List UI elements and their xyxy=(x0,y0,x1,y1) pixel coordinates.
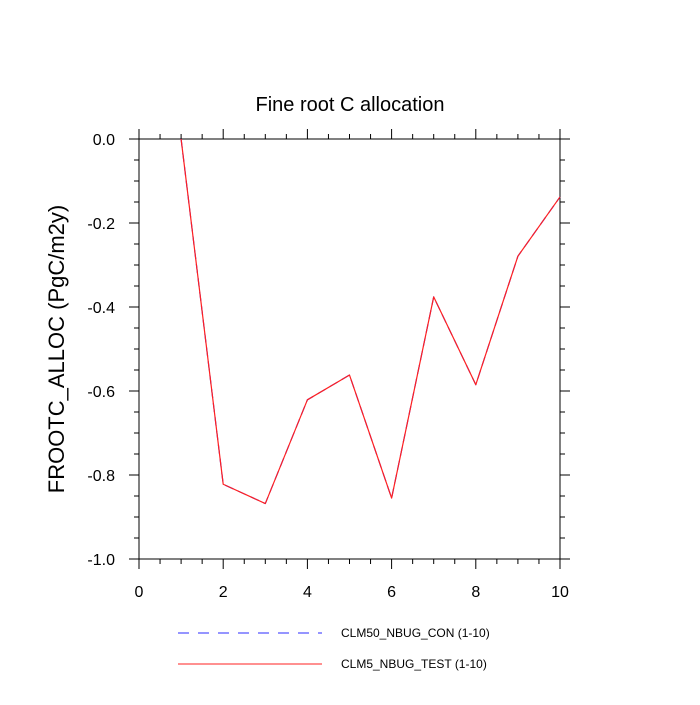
chart-title: Fine root C allocation xyxy=(256,94,445,116)
y-tick-label: -0.8 xyxy=(87,468,115,485)
series-line-1 xyxy=(180,138,561,505)
series-line-2 xyxy=(180,138,561,505)
x-tick-label: 4 xyxy=(303,584,312,601)
x-tick-label: 2 xyxy=(219,584,228,601)
legend-label-1: CLM50_NBUG_CON (1-10) xyxy=(341,626,490,640)
legend: CLM50_NBUG_CON (1-10) CLM5_NBUG_TEST (1-1… xyxy=(178,626,490,671)
x-tick-label: 6 xyxy=(387,584,396,601)
y-tick-label: -0.6 xyxy=(87,384,115,401)
plot-frame xyxy=(138,138,561,560)
ticks-layer: 0 2 4 6 8 10 0.0 -0.2 -0.4 -0.6 -0.8 -1.0 xyxy=(87,129,570,601)
y-tick-label: -1.0 xyxy=(87,552,115,569)
legend-label-2: CLM5_NBUG_TEST (1-10) xyxy=(341,657,487,671)
y-tick-label: -0.4 xyxy=(87,300,115,317)
y-tick-label: -0.2 xyxy=(87,216,115,233)
series-layer xyxy=(180,138,561,505)
x-tick-label: 0 xyxy=(135,584,144,601)
y-axis-label: FROOTC_ALLOC (PgC/m2y) xyxy=(44,205,69,494)
x-tick-label: 8 xyxy=(471,584,480,601)
x-tick-label: 10 xyxy=(551,584,569,601)
y-tick-label: 0.0 xyxy=(93,132,115,149)
